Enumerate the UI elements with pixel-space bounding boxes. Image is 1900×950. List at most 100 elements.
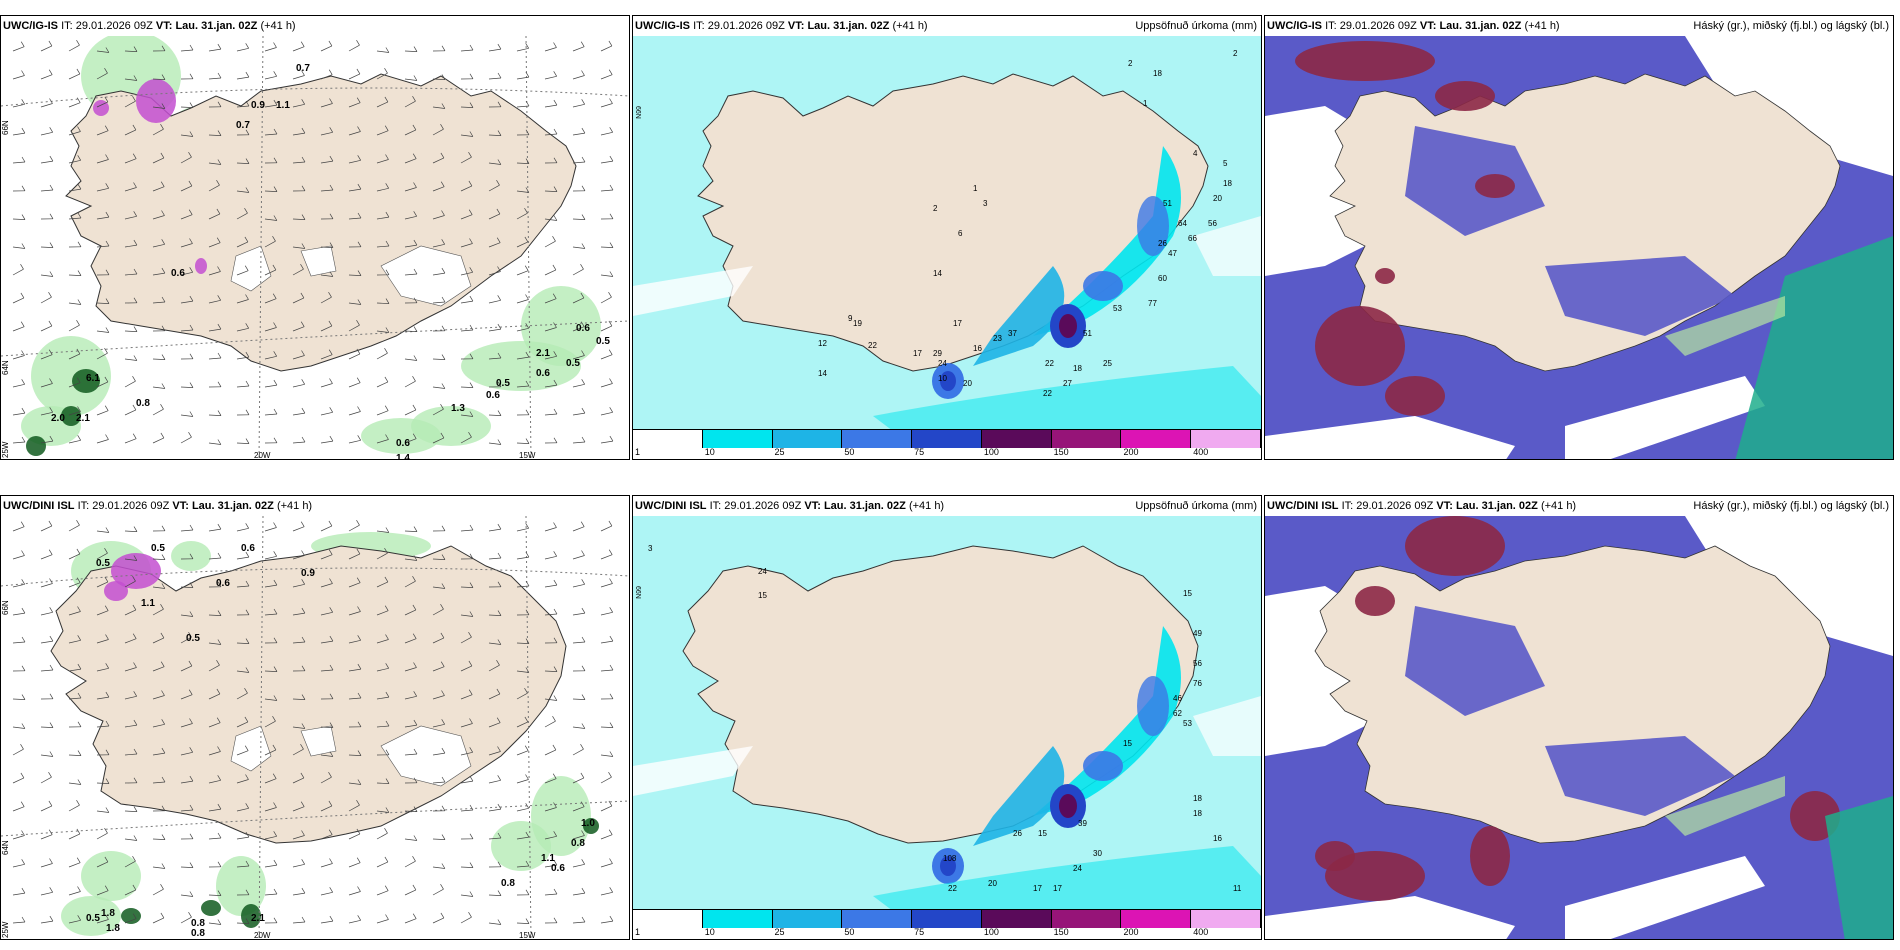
legend-label: 100 — [983, 927, 999, 937]
wind-map: 0.70.9 1.10.70.60.60.52.10.50.60.50.61.36… — [1, 36, 629, 460]
model-name: UWC/DINI ISL — [1267, 500, 1339, 512]
vt-label: VT: — [787, 20, 805, 32]
precip-value: 22 — [1045, 359, 1054, 368]
wind-value: 0.6 — [171, 268, 185, 279]
it-label: IT: — [1341, 500, 1354, 512]
legend-swatch — [1121, 430, 1192, 448]
precip-value: 3 — [648, 544, 653, 553]
lat-label: 66N — [634, 106, 641, 119]
wind-value: 2.1 — [251, 913, 265, 924]
lon-label: 15W — [519, 931, 536, 940]
map-panel-wind: UWC/DINI ISL IT: 29.01.2026 09Z VT: Lau.… — [0, 495, 630, 940]
wind-value: 1.1 — [541, 853, 555, 864]
wind-value: 0.8 — [136, 398, 150, 409]
precip-value: 60 — [1158, 274, 1167, 283]
legend-swatch — [1191, 430, 1261, 448]
lon-label: 20W — [254, 451, 271, 460]
precip-value: 17 — [1053, 884, 1062, 893]
precip-value: 22 — [948, 884, 957, 893]
precip-value: 24 — [758, 567, 767, 576]
wind-value: 0.5 — [86, 913, 100, 924]
precip-value: 77 — [1148, 299, 1157, 308]
it-value: 29.01.2026 09Z — [92, 500, 170, 512]
precip-value: 2 — [933, 204, 938, 213]
precip-value: 15 — [1038, 829, 1047, 838]
lat-label: 64N — [1, 840, 10, 855]
precip-value: 29 — [933, 349, 942, 358]
precip-value: 4 — [1193, 149, 1198, 158]
wind-value: 1.8 — [106, 923, 120, 934]
precip-value: 15 — [758, 591, 767, 600]
model-name: UWC/IG-IS — [3, 20, 58, 32]
precip-value: 12 — [818, 339, 827, 348]
legend-label: 400 — [1193, 927, 1209, 937]
vt-label: VT: — [155, 20, 173, 32]
legend-label: 10 — [704, 447, 715, 457]
wind-value: 1.1 — [141, 598, 155, 609]
wind-value: 0.7 — [236, 120, 250, 131]
panel-title: Háský (gr.), miðský (fj.bl.) og lágský (… — [1693, 500, 1889, 512]
wind-value: 1.4 — [396, 453, 410, 460]
lat-label: 66N — [634, 586, 641, 599]
precip-value: 18 — [1073, 364, 1082, 373]
panel-title: Uppsöfnuð úrkoma (mm) — [1135, 500, 1257, 512]
lead-time: (+41 h) — [260, 20, 296, 32]
legend-swatch — [1051, 430, 1122, 448]
panel-header: UWC/DINI ISL IT: 29.01.2026 09Z VT: Lau.… — [633, 496, 1261, 516]
wind-value: 1.3 — [451, 403, 465, 414]
precip-value: 14 — [818, 369, 827, 378]
precip-value: 20 — [963, 379, 972, 388]
lat-label: 66N — [1, 120, 10, 135]
legend-swatch — [842, 430, 913, 448]
lat-label: 66N — [1, 600, 10, 615]
precip-value: 56 — [1193, 659, 1202, 668]
legend-swatch — [1121, 910, 1192, 928]
lead-time: (+41 h) — [276, 500, 313, 512]
precip-value: 2 — [1128, 59, 1133, 68]
wind-value: 0.8 — [191, 918, 205, 929]
precip-value: 14 — [933, 269, 942, 278]
precip-value: 19 — [853, 319, 862, 328]
it-label: IT: — [693, 20, 705, 32]
precip-value: 17 — [913, 349, 922, 358]
vt-label: VT: — [1436, 500, 1453, 512]
wind-value: 1.0 — [581, 818, 595, 829]
model-name: UWC/IG-IS — [635, 20, 690, 32]
legend-label: 1 — [635, 447, 641, 457]
lat-label: 64N — [1, 360, 10, 375]
it-value: 29.01.2026 09Z — [75, 20, 153, 32]
precip-value: 15 — [1183, 589, 1192, 598]
precip-value: 1 — [1143, 99, 1148, 108]
legend-label: 10 — [704, 927, 715, 937]
wind-value: 0.5 — [151, 543, 165, 554]
vt-value: Lau. 31.jan. 02Z — [1439, 20, 1522, 32]
wind-map: 0.50.5 0.60.60.91.10.51.00.81.10.60.81.80… — [1, 516, 629, 940]
precip-value: 26 — [1013, 829, 1022, 838]
precip-value: 18 — [1193, 809, 1202, 818]
precip-value: 27 — [1063, 379, 1072, 388]
legend-swatch — [912, 430, 982, 448]
wind-value: 6.1 — [86, 373, 100, 384]
precip-value: 46 — [1173, 694, 1182, 703]
lon-label: 20W — [254, 931, 271, 940]
panel-header: UWC/IG-IS IT: 29.01.2026 09Z VT: Lau. 31… — [1265, 16, 1893, 36]
vt-value: Lau. 31.jan. 02Z — [1455, 500, 1538, 512]
model-name: UWC/DINI ISL — [635, 500, 707, 512]
precip-legend: 1 10 25 50 75 100 150 200 400 — [633, 429, 1261, 459]
it-label: IT: — [77, 500, 90, 512]
wind-value: 0.8 — [571, 838, 585, 849]
precip-value: 66 — [1188, 234, 1197, 243]
lon-label: 25W — [1, 441, 10, 458]
precip-value: 9 — [848, 314, 853, 323]
precip-value: 3 — [983, 199, 988, 208]
lead-time: (+41 h) — [908, 500, 945, 512]
precip-value: 108 — [943, 854, 957, 863]
wind-value: 1.8 — [101, 908, 115, 919]
precip-value: 2 — [1233, 49, 1238, 58]
precip-value: 18 — [1193, 794, 1202, 803]
model-name: UWC/IG-IS — [1267, 20, 1322, 32]
precip-value: 6 — [958, 229, 963, 238]
wind-value: 0.7 — [296, 63, 310, 74]
it-value: 29.01.2026 09Z — [1339, 20, 1417, 32]
